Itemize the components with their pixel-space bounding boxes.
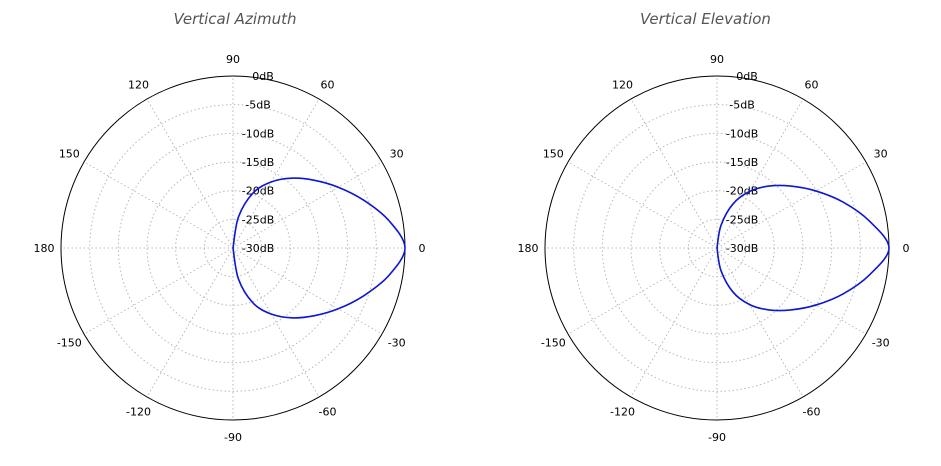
polar-chart-azimuth: Vertical Azimuth 0dB -5dB -10dB -15dB -20dB -… <box>0 0 470 466</box>
pattern-trace <box>716 184 890 312</box>
angle-tick-label: 180 <box>34 242 55 255</box>
grid-spoke <box>83 161 234 249</box>
grid-spoke <box>146 98 234 249</box>
radial-tick-label: -10dB <box>242 127 275 140</box>
grid-ring <box>630 161 804 335</box>
grid-spoke <box>567 247 718 335</box>
angle-tick-label: 0 <box>903 242 910 255</box>
radial-tick-label: -5dB <box>245 99 271 112</box>
polar-plot-area: 0dB -5dB -10dB -15dB -20dB -25dB -30dB 0 30 60 90 1… <box>34 53 426 444</box>
angle-tick-label: -120 <box>610 406 635 419</box>
grid-spoke <box>232 247 320 398</box>
grid-ring <box>203 218 263 278</box>
grid-ring <box>659 190 775 306</box>
grid-spoke <box>716 161 867 249</box>
radial-tick-label: -20dB <box>242 185 275 198</box>
grid-ring <box>175 190 291 306</box>
grid-spoke <box>232 98 320 249</box>
angle-tick-label: 60 <box>805 78 819 91</box>
angle-tick-label: -120 <box>126 406 151 419</box>
grid-ring <box>573 104 861 392</box>
radial-tick-label: -25dB <box>726 213 759 226</box>
angle-tick-label: 90 <box>710 53 724 66</box>
grid-ring <box>601 132 833 364</box>
grid-spoke <box>232 161 383 249</box>
angle-tick-label: -90 <box>224 431 242 444</box>
angle-tick-label: 150 <box>59 148 80 161</box>
angle-tick-label: -60 <box>319 406 337 419</box>
angle-tick-label: -150 <box>57 337 82 350</box>
angle-tick-label: -30 <box>872 337 890 350</box>
angle-tick-label: 120 <box>128 78 149 91</box>
grid-spoke <box>630 247 718 398</box>
grid-spoke <box>716 247 867 335</box>
angle-tick-label: 120 <box>612 78 633 91</box>
polar-chart-elevation: Vertical Elevation 0dB -5dB -10dB -15dB -20d… <box>470 0 941 466</box>
radial-tick-label: -30dB <box>242 242 275 255</box>
radial-tick-label: -30dB <box>726 242 759 255</box>
grid-spoke <box>146 247 234 398</box>
angle-tick-label: 180 <box>518 242 539 255</box>
radial-tick-label: -10dB <box>726 127 759 140</box>
angle-tick-label: 90 <box>226 53 240 66</box>
chart-title: Vertical Azimuth <box>173 10 297 28</box>
chart-title: Vertical Elevation <box>640 10 771 28</box>
angle-tick-label: -30 <box>388 337 406 350</box>
angle-tick-label: -60 <box>803 406 821 419</box>
radial-tick-label: -5dB <box>729 99 755 112</box>
grid-ring <box>687 218 747 278</box>
grid-spoke <box>567 161 718 249</box>
angle-tick-label: 0 <box>419 242 426 255</box>
grid-spoke <box>83 247 234 335</box>
radial-tick-label: 0dB <box>252 70 274 83</box>
grid-ring <box>146 161 320 335</box>
grid-ring <box>117 132 349 364</box>
angle-tick-label: 30 <box>874 148 888 161</box>
radial-tick-label: -25dB <box>242 213 275 226</box>
pattern-trace <box>232 177 406 319</box>
radial-tick-label: -20dB <box>726 185 759 198</box>
grid-spoke <box>716 98 804 249</box>
angle-tick-label: -90 <box>708 431 726 444</box>
radial-tick-label: -15dB <box>726 156 759 169</box>
angle-tick-label: 60 <box>321 78 335 91</box>
angle-tick-label: -150 <box>541 337 566 350</box>
angle-tick-label: 150 <box>543 148 564 161</box>
angle-tick-label: 30 <box>390 148 404 161</box>
grid-spoke <box>232 247 383 335</box>
radial-tick-label: 0dB <box>736 70 758 83</box>
radial-tick-label: -15dB <box>242 156 275 169</box>
grid-ring <box>89 104 377 392</box>
polar-plot-area: 0dB -5dB -10dB -15dB -20dB -25dB -30dB 0 30 60 90 1… <box>518 53 910 444</box>
grid-spoke <box>630 98 718 249</box>
grid-spoke <box>716 247 804 398</box>
